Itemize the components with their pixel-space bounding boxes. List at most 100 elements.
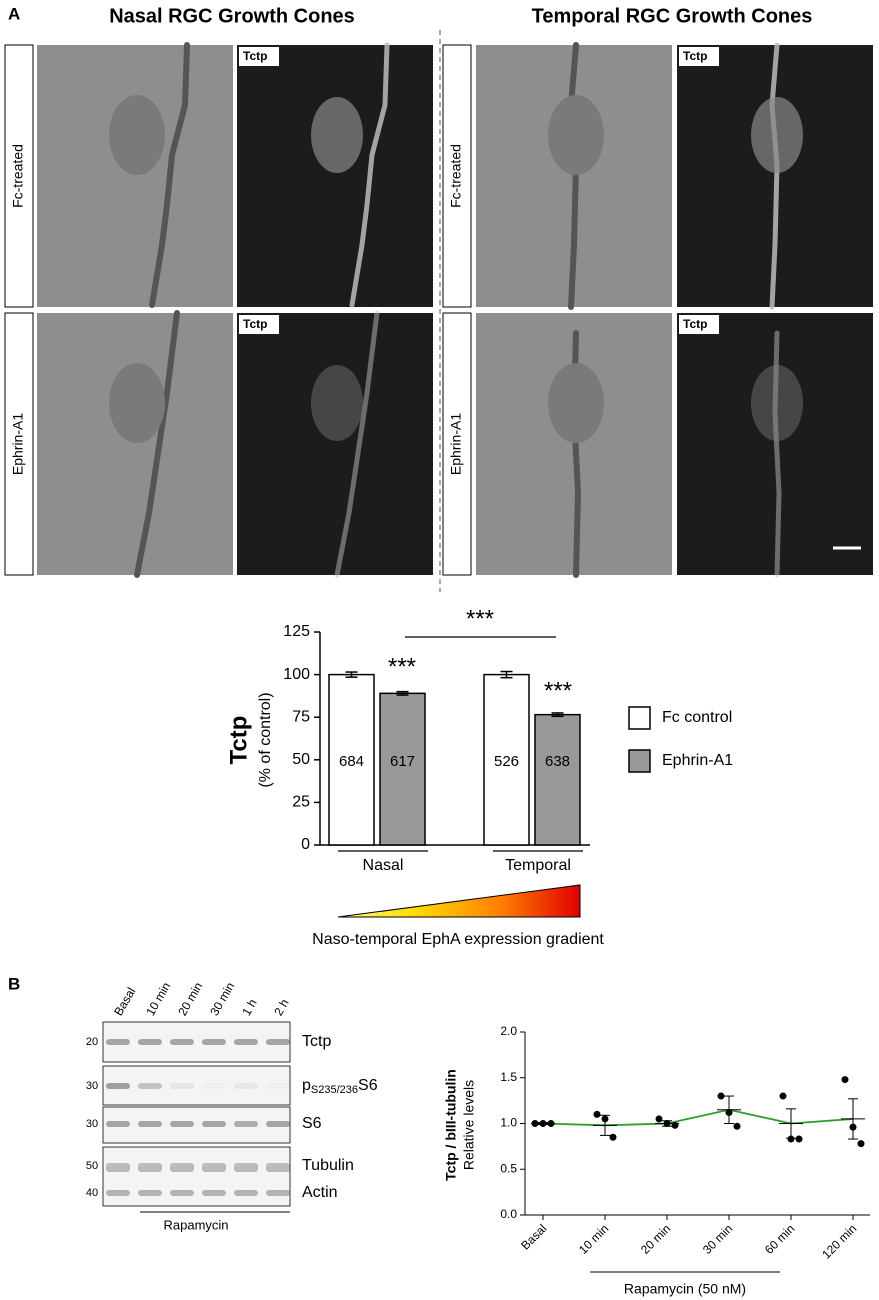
label-part: p <box>302 1077 311 1094</box>
x-tick-label: 30 min <box>700 1221 735 1256</box>
bar <box>483 673 530 846</box>
x-tick-label: Nasal <box>363 857 404 874</box>
growth-cone <box>109 95 165 175</box>
band <box>234 1083 258 1089</box>
blot-box <box>102 1106 291 1144</box>
data-point <box>795 1135 803 1143</box>
fluorescence-image <box>237 45 433 307</box>
blot-box <box>102 1146 291 1207</box>
growth-cone <box>751 365 803 441</box>
significance: *** <box>544 677 572 704</box>
band <box>138 1190 162 1196</box>
data-point <box>787 1135 795 1143</box>
neurite <box>134 310 180 578</box>
data-point <box>849 1123 857 1131</box>
band <box>170 1121 194 1127</box>
growth-cone <box>109 363 165 443</box>
y-tick-label: 0.5 <box>500 1161 517 1175</box>
x-tick-label: 120 min <box>819 1221 859 1261</box>
data-point <box>779 1092 787 1100</box>
protein-label: Tctp <box>302 1033 331 1050</box>
protein-label: S6 <box>302 1115 322 1132</box>
bar <box>328 673 375 846</box>
row-label-box <box>4 312 34 576</box>
image-tag: Tctp <box>243 49 267 63</box>
band <box>202 1121 226 1127</box>
band <box>170 1190 194 1196</box>
n-label: 638 <box>545 753 570 770</box>
band <box>106 1121 130 1127</box>
x-tick-label: Temporal <box>505 857 571 874</box>
label-sub: S235/236 <box>311 1084 358 1096</box>
growth-cone <box>311 365 363 441</box>
band <box>202 1190 226 1196</box>
data-point <box>733 1122 741 1130</box>
y-tick-label: 25 <box>292 794 310 811</box>
lane-label: 1 h <box>239 997 259 1018</box>
y-tick-label: 0.0 <box>500 1207 517 1221</box>
size-marker: 30 <box>86 1080 98 1092</box>
growth-cone <box>548 363 604 443</box>
micrographs: Fc-treated Tctp Ephrin-A1 Tctp Fc-treated Tct… <box>4 42 873 578</box>
band <box>138 1083 162 1089</box>
y-label-sub: (% of control) <box>257 692 274 787</box>
x-label: Rapamycin (50 nM) <box>624 1281 746 1297</box>
y-tick-label: 2.0 <box>500 1024 517 1038</box>
phase-image <box>37 45 233 307</box>
data-point <box>841 1076 849 1084</box>
legend-label: Ephrin-A1 <box>662 752 733 769</box>
y-label-sub: Relative levels <box>461 1080 477 1170</box>
y-tick-label: 100 <box>283 666 310 683</box>
band <box>266 1039 290 1045</box>
tag-box <box>679 315 719 334</box>
image-tag: Tctp <box>243 317 267 331</box>
protein-label: pS235/236S6 <box>302 1077 378 1096</box>
data-point <box>671 1121 679 1129</box>
row-label: Ephrin-A1 <box>448 413 464 475</box>
y-label: Tctp / bIII-tubulin <box>443 1069 459 1181</box>
y-tick-label: 125 <box>283 623 310 640</box>
legend-swatch <box>628 749 651 773</box>
data-point <box>593 1110 601 1118</box>
growth-cone <box>548 95 604 175</box>
heading: Nasal RGC Growth Cones <box>109 5 355 27</box>
tag-box <box>679 47 719 66</box>
size-marker: 20 <box>86 1036 98 1048</box>
gradient-wedge <box>337 884 581 918</box>
data-point <box>725 1109 733 1117</box>
growth-cone <box>311 97 363 173</box>
n-label: 617 <box>390 753 415 770</box>
image-tag: Tctp <box>683 49 707 63</box>
y-label: Tctp <box>225 716 252 765</box>
band <box>266 1083 290 1089</box>
band <box>234 1039 258 1045</box>
protein-label: Tubulin <box>302 1157 354 1174</box>
band <box>266 1121 290 1127</box>
lane-label: 10 min <box>143 980 173 1018</box>
blot-box <box>102 1021 291 1063</box>
size-marker: 40 <box>86 1187 98 1199</box>
y-tick-label: 50 <box>292 751 310 768</box>
data-point <box>531 1120 539 1127</box>
x-tick-label: 10 min <box>576 1221 611 1256</box>
y-tick-label: 1.5 <box>500 1070 517 1084</box>
band <box>170 1083 194 1089</box>
lane-label: Basal <box>111 985 138 1018</box>
band <box>138 1163 162 1172</box>
neurite <box>334 310 380 578</box>
n-label: 526 <box>494 753 519 770</box>
y-tick-label: 0 <box>301 836 310 853</box>
y-tick-label: 1.0 <box>500 1116 517 1130</box>
band <box>202 1039 226 1045</box>
data-point <box>655 1115 663 1123</box>
significance: *** <box>388 653 416 680</box>
neurite <box>349 42 390 308</box>
lane-label: 20 min <box>175 980 205 1018</box>
data-point <box>601 1115 609 1123</box>
band <box>106 1083 130 1089</box>
legend-label: Fc control <box>662 709 732 726</box>
x-tick-label: 60 min <box>762 1221 797 1256</box>
heading: Temporal RGC Growth Cones <box>532 5 813 27</box>
data-point <box>609 1133 617 1141</box>
